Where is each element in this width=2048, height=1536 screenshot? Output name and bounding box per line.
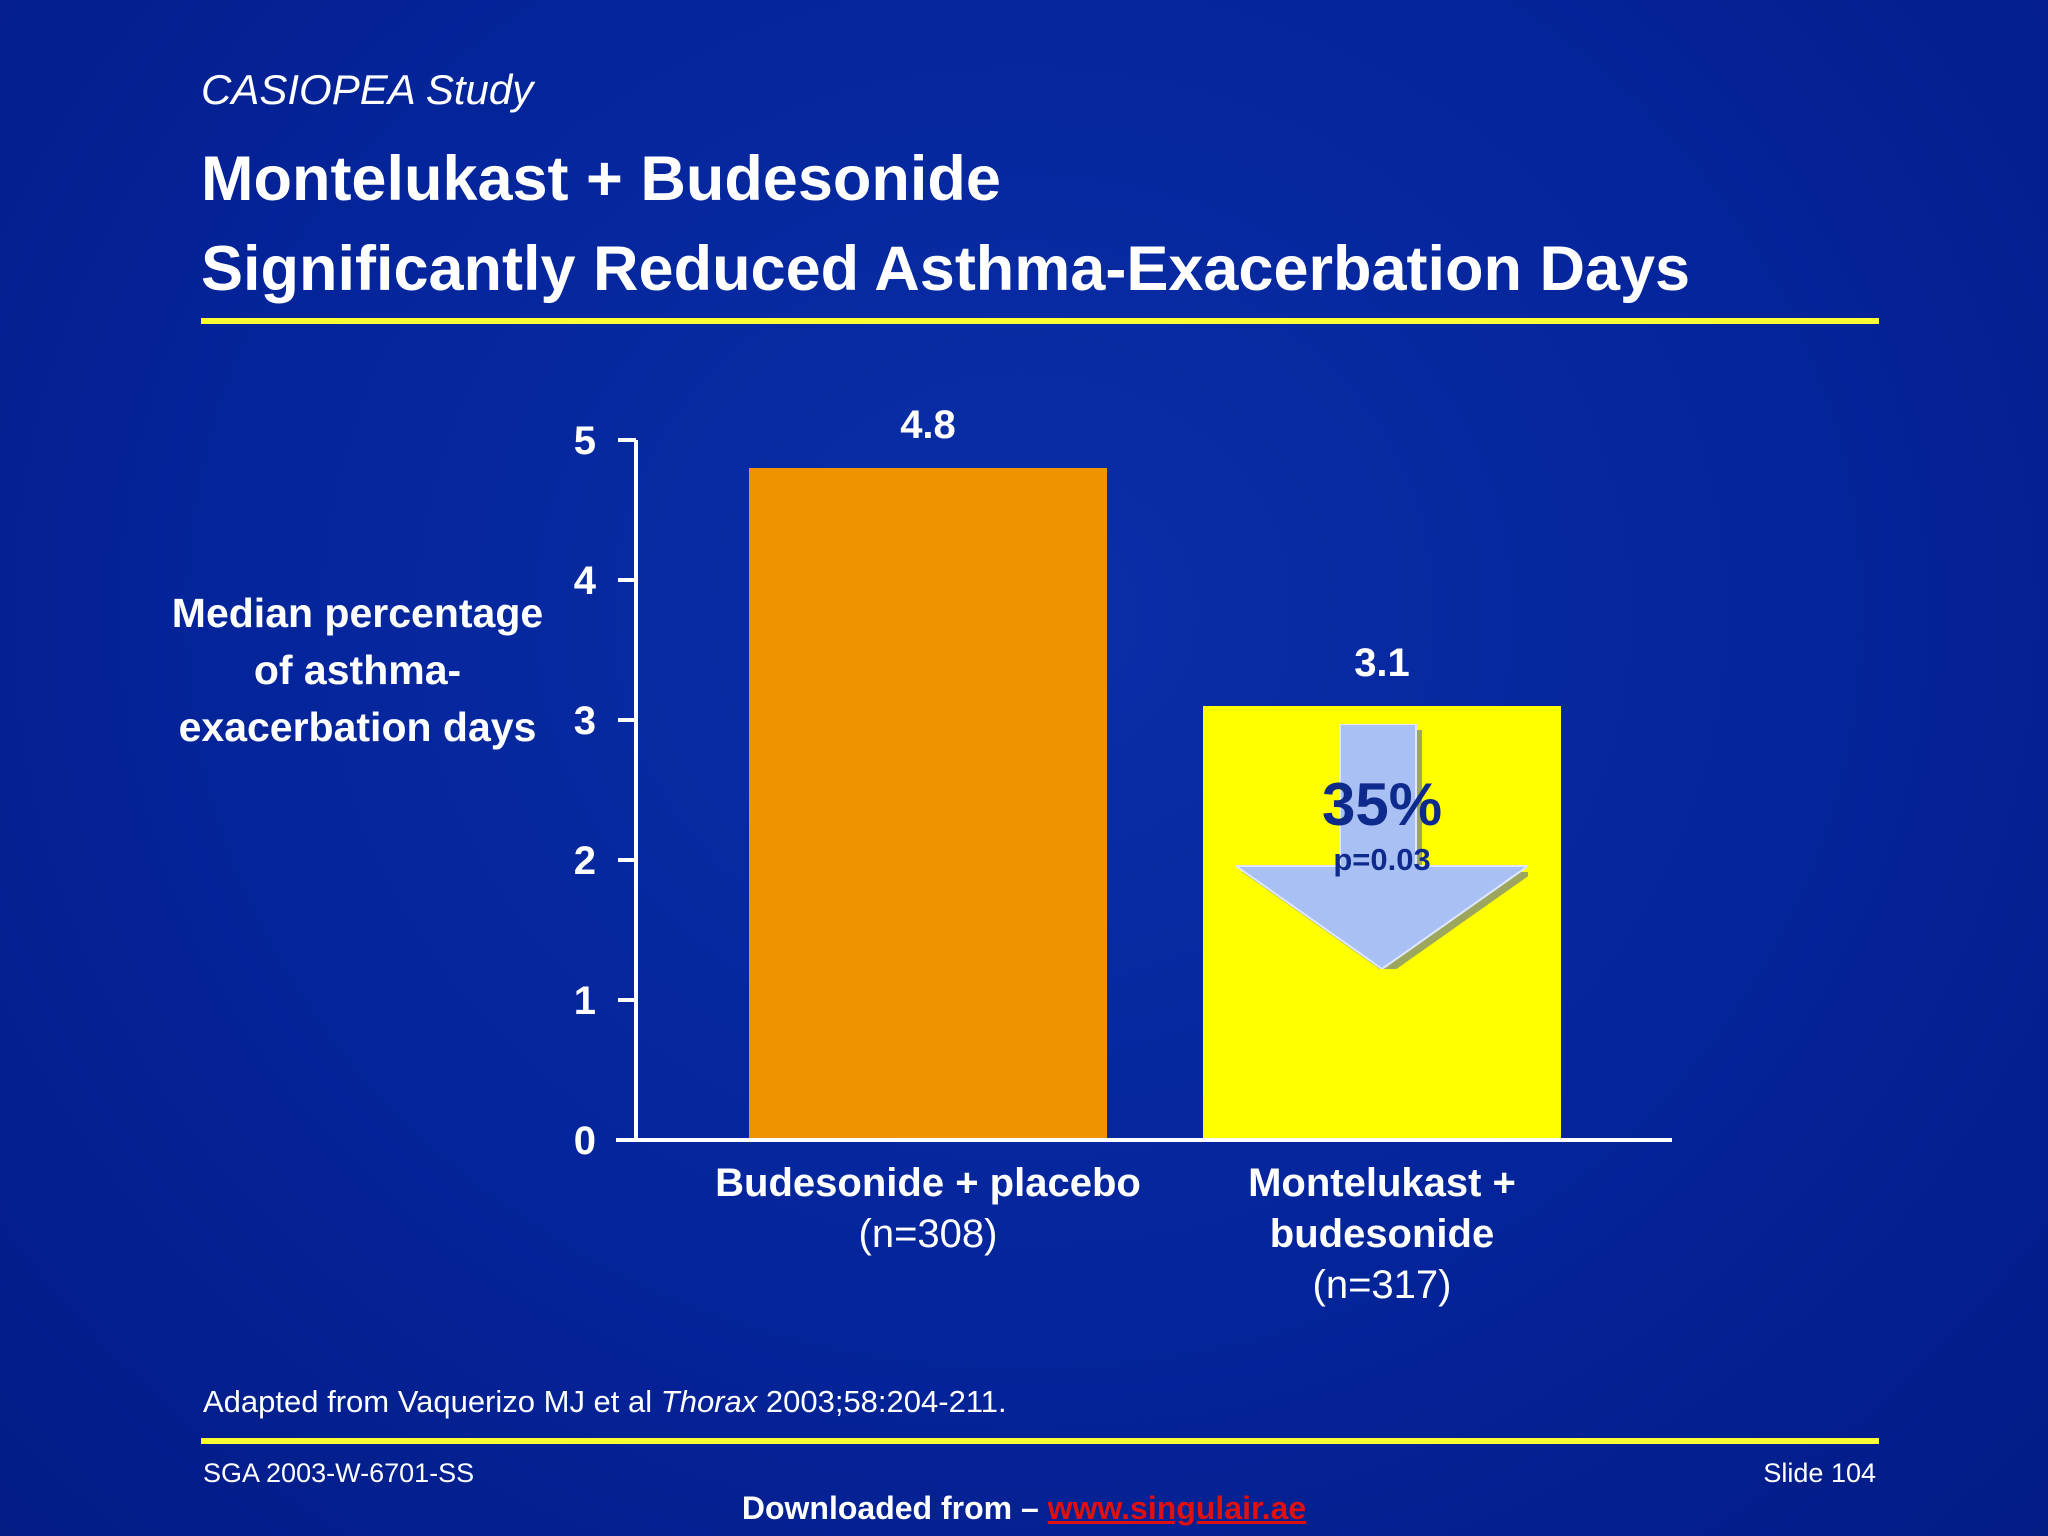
document-code: SGA 2003-W-6701-SS — [203, 1458, 475, 1488]
slide-number: Slide 104 — [1763, 1458, 1876, 1488]
category-label-budesonide-placebo: Budesonide + placebo (n=308) — [698, 1158, 1158, 1260]
title-line-2: Significantly Reduced Asthma-Exacerbatio… — [201, 234, 1691, 304]
source-prefix: Adapted from Vaquerizo MJ et al — [203, 1384, 661, 1419]
bar-value-label: 4.8 — [900, 403, 956, 447]
y-axis-label: Median percentage of asthma-exacerbation… — [171, 590, 544, 750]
y-tick-label: 4 — [574, 559, 597, 603]
download-link[interactable]: www.singulair.ae — [1047, 1490, 1307, 1526]
download-prefix: Downloaded from – — [741, 1490, 1048, 1526]
y-tick-label: 0 — [574, 1119, 596, 1163]
title-line-1: Montelukast + Budesonide — [201, 144, 1001, 214]
study-subtitle: CASIOPEA Study — [201, 66, 534, 113]
reduction-percent: 35% — [1321, 771, 1443, 838]
y-tick-label: 3 — [574, 699, 596, 743]
category-label-montelukast-budesonide: Montelukast + budesonide (n=317) — [1152, 1158, 1612, 1311]
slide-title: Montelukast + Budesonide Significantly R… — [201, 134, 1690, 314]
top-divider — [201, 318, 1879, 324]
y-tick-label: 2 — [574, 839, 596, 883]
category-n: (n=317) — [1312, 1263, 1452, 1307]
source-suffix: 2003;58:204-211. — [757, 1384, 1007, 1419]
y-tick-label: 5 — [574, 419, 596, 463]
download-notice: Downloaded from – www.singulair.ae — [0, 1490, 2048, 1527]
category-name: Budesonide + placebo — [715, 1161, 1141, 1205]
bar-value-label: 3.1 — [1354, 641, 1410, 685]
p-value: p=0.03 — [1333, 842, 1431, 877]
bar-0 — [749, 468, 1107, 1138]
source-citation: Adapted from Vaquerizo MJ et al Thorax 2… — [203, 1384, 1007, 1420]
bottom-divider — [201, 1438, 1879, 1444]
down-arrow-icon — [1236, 724, 1528, 969]
category-n: (n=308) — [858, 1212, 998, 1256]
y-tick-label: 1 — [574, 979, 596, 1023]
category-name: Montelukast + budesonide — [1248, 1161, 1516, 1256]
source-journal: Thorax — [660, 1384, 758, 1419]
